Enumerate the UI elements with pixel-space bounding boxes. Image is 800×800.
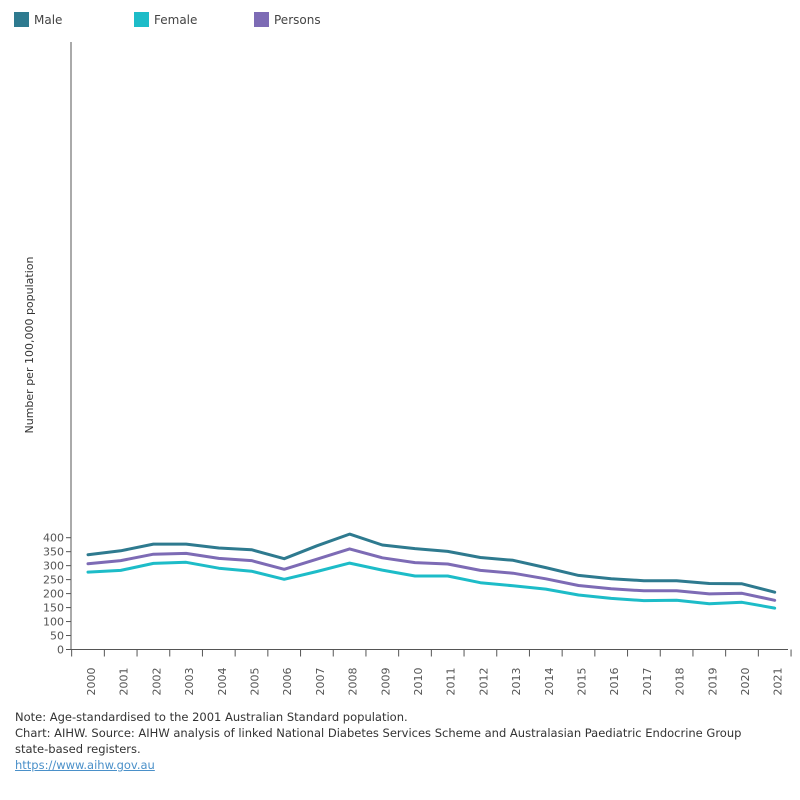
y-tick-label: 200 xyxy=(43,588,64,601)
x-tick-label: 2000 xyxy=(85,668,98,696)
x-tick-label: 2017 xyxy=(641,668,654,696)
legend-swatch-persons xyxy=(254,12,269,27)
y-tick-label: 50 xyxy=(50,630,64,643)
x-tick-label: 2019 xyxy=(706,668,719,696)
aihw-link[interactable]: https://www.aihw.gov.au xyxy=(15,758,155,772)
y-tick-label: 350 xyxy=(43,546,64,559)
series-line-male xyxy=(86,532,777,594)
x-tick-label: 2002 xyxy=(150,668,163,696)
source-text-continued: state-based registers. xyxy=(15,742,141,756)
y-tick-label: 300 xyxy=(43,560,64,573)
legend-label-male: Male xyxy=(34,12,63,27)
chart-notes: Note: Age-standardised to the 2001 Austr… xyxy=(15,709,785,773)
x-tick-label: 2013 xyxy=(510,668,523,696)
x-tick-label: 2014 xyxy=(543,668,556,696)
note-text: Note: Age-standardised to the 2001 Austr… xyxy=(15,710,408,724)
series-line-female xyxy=(86,560,777,610)
legend-item-female[interactable]: Female xyxy=(134,12,197,27)
x-tick-label: 2012 xyxy=(477,668,490,696)
chart-legend: Male Female Persons xyxy=(14,12,794,32)
x-tick-label: 2005 xyxy=(249,668,262,696)
x-tick-label: 2010 xyxy=(412,668,425,696)
x-tick-label: 2020 xyxy=(739,668,752,696)
y-tick-label: 100 xyxy=(43,616,64,629)
legend-swatch-male xyxy=(14,12,29,27)
x-tick-label: 2011 xyxy=(445,668,458,696)
x-tick-label: 2018 xyxy=(674,668,687,696)
x-tick-label: 2003 xyxy=(183,668,196,696)
x-tick-label: 2007 xyxy=(314,668,327,696)
x-tick-label: 2015 xyxy=(576,668,589,696)
x-tick-label: 2004 xyxy=(216,668,229,696)
x-tick-label: 2016 xyxy=(608,668,621,696)
x-tick-label: 2006 xyxy=(281,668,294,696)
source-text: Chart: AIHW. Source: AIHW analysis of li… xyxy=(15,726,742,740)
y-axis-title: Number per 100,000 population xyxy=(23,256,36,433)
series-line-persons xyxy=(86,547,777,602)
x-tick-label: 2001 xyxy=(118,668,131,696)
x-tick-label: 2008 xyxy=(347,668,360,696)
x-tick-label: 2009 xyxy=(379,668,392,696)
legend-label-female: Female xyxy=(154,12,198,27)
legend-swatch-female xyxy=(134,12,149,27)
y-tick-label: 250 xyxy=(43,574,64,587)
legend-item-persons[interactable]: Persons xyxy=(254,12,321,27)
y-tick-label: 150 xyxy=(43,602,64,615)
legend-item-male[interactable]: Male xyxy=(14,12,62,27)
legend-label-persons: Persons xyxy=(274,12,321,27)
x-tick-label: 2021 xyxy=(772,668,785,696)
y-tick-label: 0 xyxy=(57,644,64,657)
y-tick-label: 400 xyxy=(43,532,64,545)
